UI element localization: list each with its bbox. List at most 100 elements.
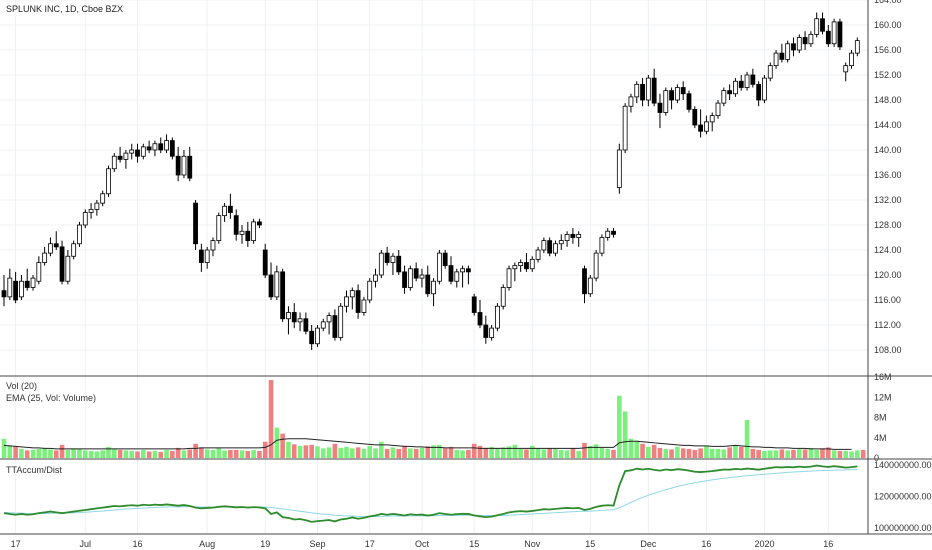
volume-bar	[721, 449, 727, 458]
candle-body	[326, 315, 332, 323]
volume-bar	[518, 448, 523, 458]
price-tick-label: 156.00	[874, 45, 902, 55]
candle-body	[843, 65, 849, 73]
candle-body	[297, 318, 303, 323]
candle-body	[111, 155, 117, 170]
candle-body	[744, 74, 750, 88]
time-tick-label: 19	[260, 539, 270, 549]
candle-body	[291, 312, 297, 323]
candle-body	[558, 240, 564, 245]
candle-body	[529, 258, 535, 270]
volume-bar	[570, 448, 576, 458]
volume-bar	[820, 448, 825, 458]
candle-body	[576, 233, 582, 238]
candle-body	[791, 43, 796, 51]
volume-bar	[320, 448, 326, 458]
volume-bar	[82, 450, 88, 458]
candle-body	[367, 280, 373, 301]
candle-body	[129, 149, 135, 154]
candle-body	[303, 318, 309, 332]
candle-body	[378, 252, 384, 276]
volume-bar	[361, 448, 367, 458]
chart-title: SPLUNK INC, 1D, Cboe BZX	[6, 4, 124, 14]
candle-body	[512, 265, 518, 270]
candle-body	[361, 299, 367, 313]
candle-body	[471, 296, 477, 313]
volume-bar	[7, 445, 13, 458]
candle-body	[767, 65, 773, 79]
candle-body	[245, 230, 251, 242]
volume-bar	[558, 449, 564, 458]
volume-tick-label: 8M	[874, 413, 887, 423]
candle-body	[750, 74, 756, 85]
volume-bar	[88, 450, 94, 458]
volume-bar	[152, 450, 158, 458]
volume-bar	[617, 395, 622, 458]
candle-body	[268, 274, 274, 298]
volume-bar	[495, 447, 500, 458]
time-tick-label: Sep	[309, 539, 325, 549]
signal-line	[3, 469, 858, 517]
candle-body	[808, 33, 814, 45]
volume-bar	[170, 450, 175, 458]
candle-body	[117, 155, 123, 160]
volume-bar	[239, 450, 245, 458]
volume-bar	[663, 448, 669, 458]
volume-bar	[611, 449, 616, 458]
accum-tick-label: 140000000.00	[874, 460, 932, 470]
volume-label: Vol (20)	[6, 381, 38, 391]
volume-bar	[843, 450, 849, 458]
candle-body	[779, 52, 785, 60]
candle-body	[100, 193, 106, 204]
volume-bar	[48, 449, 53, 458]
volume-bar	[204, 449, 210, 458]
candle-body	[65, 255, 71, 282]
volume-bar	[814, 449, 819, 458]
volume-bar	[210, 449, 216, 458]
volume-bar	[146, 451, 152, 458]
candle-body	[663, 90, 669, 113]
time-tick-label: 16	[823, 539, 833, 549]
accum-label: TTAccum/Dist	[6, 465, 62, 475]
candle-body	[425, 274, 431, 295]
candle-body	[849, 52, 854, 67]
volume-bar	[686, 448, 692, 458]
candle-body	[53, 243, 59, 248]
ema-label: EMA (25, Vol: Volume)	[6, 393, 97, 403]
volume-bar	[309, 444, 314, 458]
volume-bar	[489, 446, 494, 458]
price-tick-label: 144.00	[874, 120, 902, 130]
candle-body	[645, 77, 651, 101]
volume-bar	[280, 433, 285, 458]
candle-body	[227, 205, 233, 213]
candle-body	[373, 274, 378, 282]
volume-bar	[245, 450, 251, 458]
candle-body	[419, 274, 425, 279]
candle-body	[704, 121, 709, 132]
volume-bar	[274, 427, 280, 458]
candle-body	[680, 87, 686, 95]
volume-bar	[36, 448, 42, 458]
accum-tick-label: 100000000.00	[874, 523, 932, 533]
candle-body	[495, 305, 500, 329]
time-tick-label: 15	[469, 539, 479, 549]
candle-body	[193, 202, 198, 245]
volume-bar	[779, 449, 785, 458]
candle-body	[88, 208, 94, 213]
time-tick-label: Oct	[415, 539, 430, 549]
volume-bar	[175, 447, 181, 458]
price-tick-label: 140.00	[874, 145, 902, 155]
candle-body	[169, 140, 175, 157]
volume-bar	[460, 450, 465, 458]
volume-bar	[65, 449, 71, 458]
volume-bar	[483, 447, 489, 458]
candle-body	[24, 280, 30, 288]
volume-bar	[135, 451, 140, 458]
candle-body	[535, 249, 541, 260]
candle-body	[71, 243, 77, 257]
volume-bar	[680, 448, 686, 458]
volume-bar	[187, 449, 193, 458]
volume-bar	[77, 448, 82, 458]
volume-bar	[13, 446, 18, 458]
